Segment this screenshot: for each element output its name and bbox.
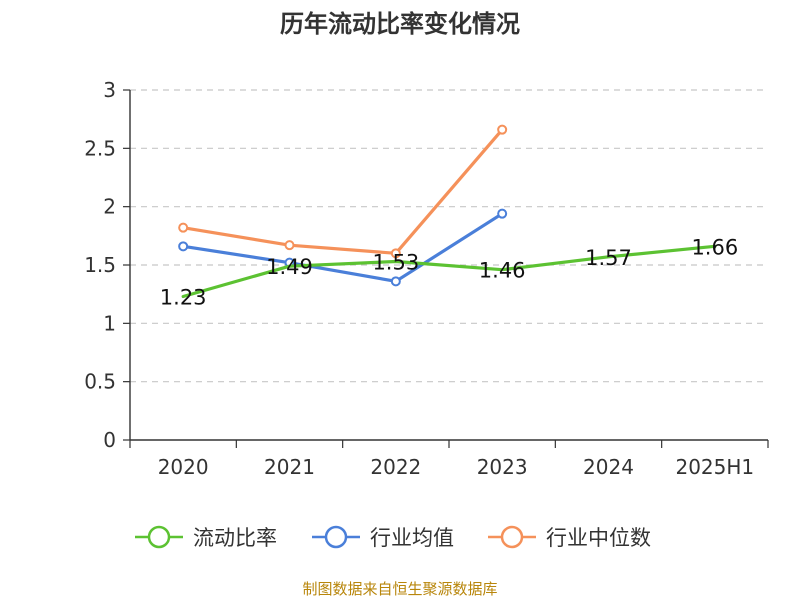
legend[interactable]: 流动比率 行业均值 行业中位数: [135, 525, 651, 550]
series-point-2: [284, 240, 295, 251]
y-tick-label: 3: [103, 78, 116, 102]
series-point-1: [178, 241, 189, 252]
legend-marker: [147, 525, 171, 549]
x-tick-label: 2022: [370, 455, 421, 479]
data-label: 1.23: [160, 286, 207, 310]
x-tick-label: 2025H1: [675, 455, 754, 479]
series-point-2: [497, 124, 508, 135]
x-tick-label: 2023: [477, 455, 528, 479]
axes: 0 0.5 1 1.5 2 2.5 3 2020 2021 2022 2023 2024 2025H1: [84, 78, 769, 479]
data-labels: 1.23 1.49 1.53 1.46 1.57 1.66: [160, 235, 738, 309]
data-label: 1.53: [372, 251, 419, 275]
y-tick-label: 1: [103, 311, 116, 335]
legend-item-2[interactable]: 行业中位数: [488, 525, 651, 550]
chart-title: 历年流动比率变化情况: [280, 10, 520, 38]
x-tick-label: 2020: [158, 455, 209, 479]
y-tick-label: 2.5: [84, 136, 116, 160]
y-tick-label: 2: [103, 195, 116, 219]
legend-item-0[interactable]: 流动比率: [135, 525, 277, 550]
legend-label: 行业均值: [370, 526, 454, 550]
series-point-1: [390, 276, 401, 287]
y-tick-label: 1.5: [84, 253, 116, 277]
series: [178, 124, 717, 299]
legend-label: 流动比率: [193, 526, 277, 550]
series-line-2: [181, 128, 504, 255]
series-point-2: [178, 222, 189, 233]
grid: [130, 89, 768, 383]
series-point-1: [497, 208, 508, 219]
source-note: 制图数据来自恒生聚源数据库: [302, 580, 497, 598]
data-label: 1.46: [479, 259, 526, 283]
legend-marker: [324, 525, 348, 549]
y-tick-label: 0.5: [84, 370, 116, 394]
series-point-2: [390, 248, 401, 259]
series-line-1: [181, 212, 504, 283]
legend-marker: [500, 525, 524, 549]
y-tick-label: 0: [103, 428, 116, 452]
data-label: 1.66: [691, 235, 738, 259]
series-line-0: [181, 244, 717, 299]
data-label: 1.57: [585, 246, 632, 270]
legend-label: 行业中位数: [546, 526, 651, 550]
data-label: 1.49: [266, 255, 313, 279]
x-tick-label: 2024: [583, 455, 634, 479]
legend-item-1[interactable]: 行业均值: [312, 525, 454, 550]
x-tick-label: 2021: [264, 455, 315, 479]
